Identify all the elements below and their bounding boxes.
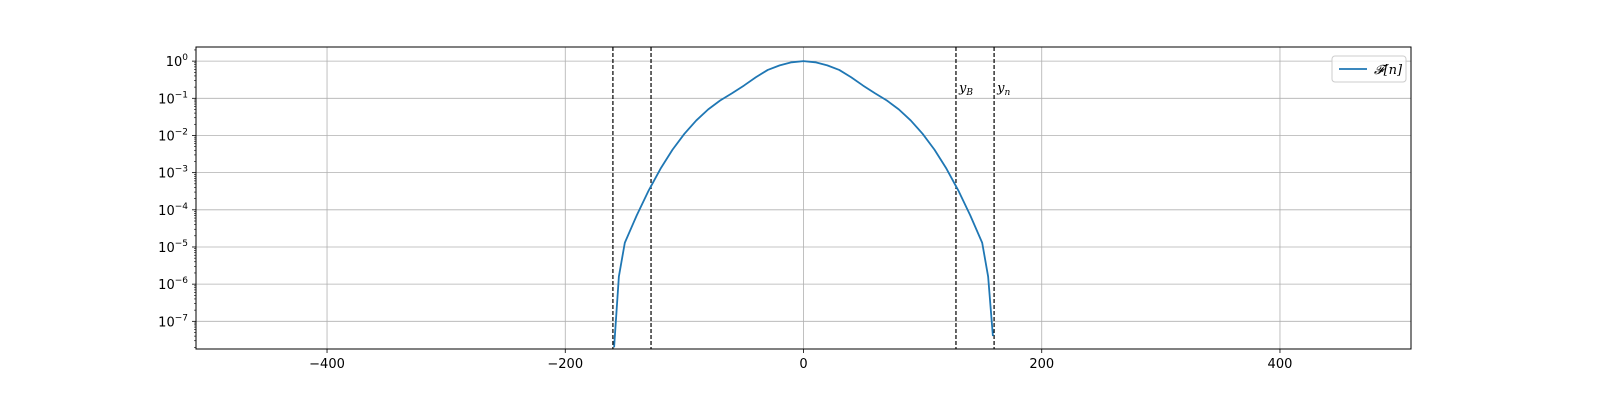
y-tick-label: 10−6 — [158, 276, 188, 293]
y-tick-label: 10−5 — [158, 239, 188, 256]
grid — [196, 47, 1411, 349]
x-tick-label: −200 — [547, 357, 583, 372]
series-line — [613, 60, 994, 348]
y-tick-label: 10−7 — [158, 313, 188, 330]
y-tick-label: 10−3 — [158, 165, 188, 182]
y-tick-label: 100 — [166, 53, 189, 70]
legend-label: 𝓕[n] — [1374, 63, 1403, 78]
x-axis: −400 −200 0 200 400 — [309, 349, 1292, 372]
x-tick-label: −400 — [309, 357, 345, 372]
x-tick-label: 200 — [1029, 357, 1054, 372]
vertical-markers — [612, 47, 995, 349]
vertical-marker-label: yB — [958, 81, 973, 98]
annotations: yB yn — [958, 81, 1010, 98]
y-tick-label: 10−2 — [158, 127, 188, 144]
x-tick-label: 0 — [799, 357, 807, 372]
y-tick-label: 10−1 — [158, 90, 188, 107]
x-tick-label: 400 — [1268, 357, 1293, 372]
vertical-marker-label: yn — [996, 81, 1010, 98]
legend-box — [1331, 55, 1407, 83]
y-axis: 100 10−1 10−2 10−3 10−4 10−5 10−6 10−7 — [158, 49, 196, 348]
series-layer — [613, 60, 994, 348]
y-tick-label: 10−4 — [158, 202, 188, 219]
legend: 𝓕[n] — [1331, 55, 1407, 83]
